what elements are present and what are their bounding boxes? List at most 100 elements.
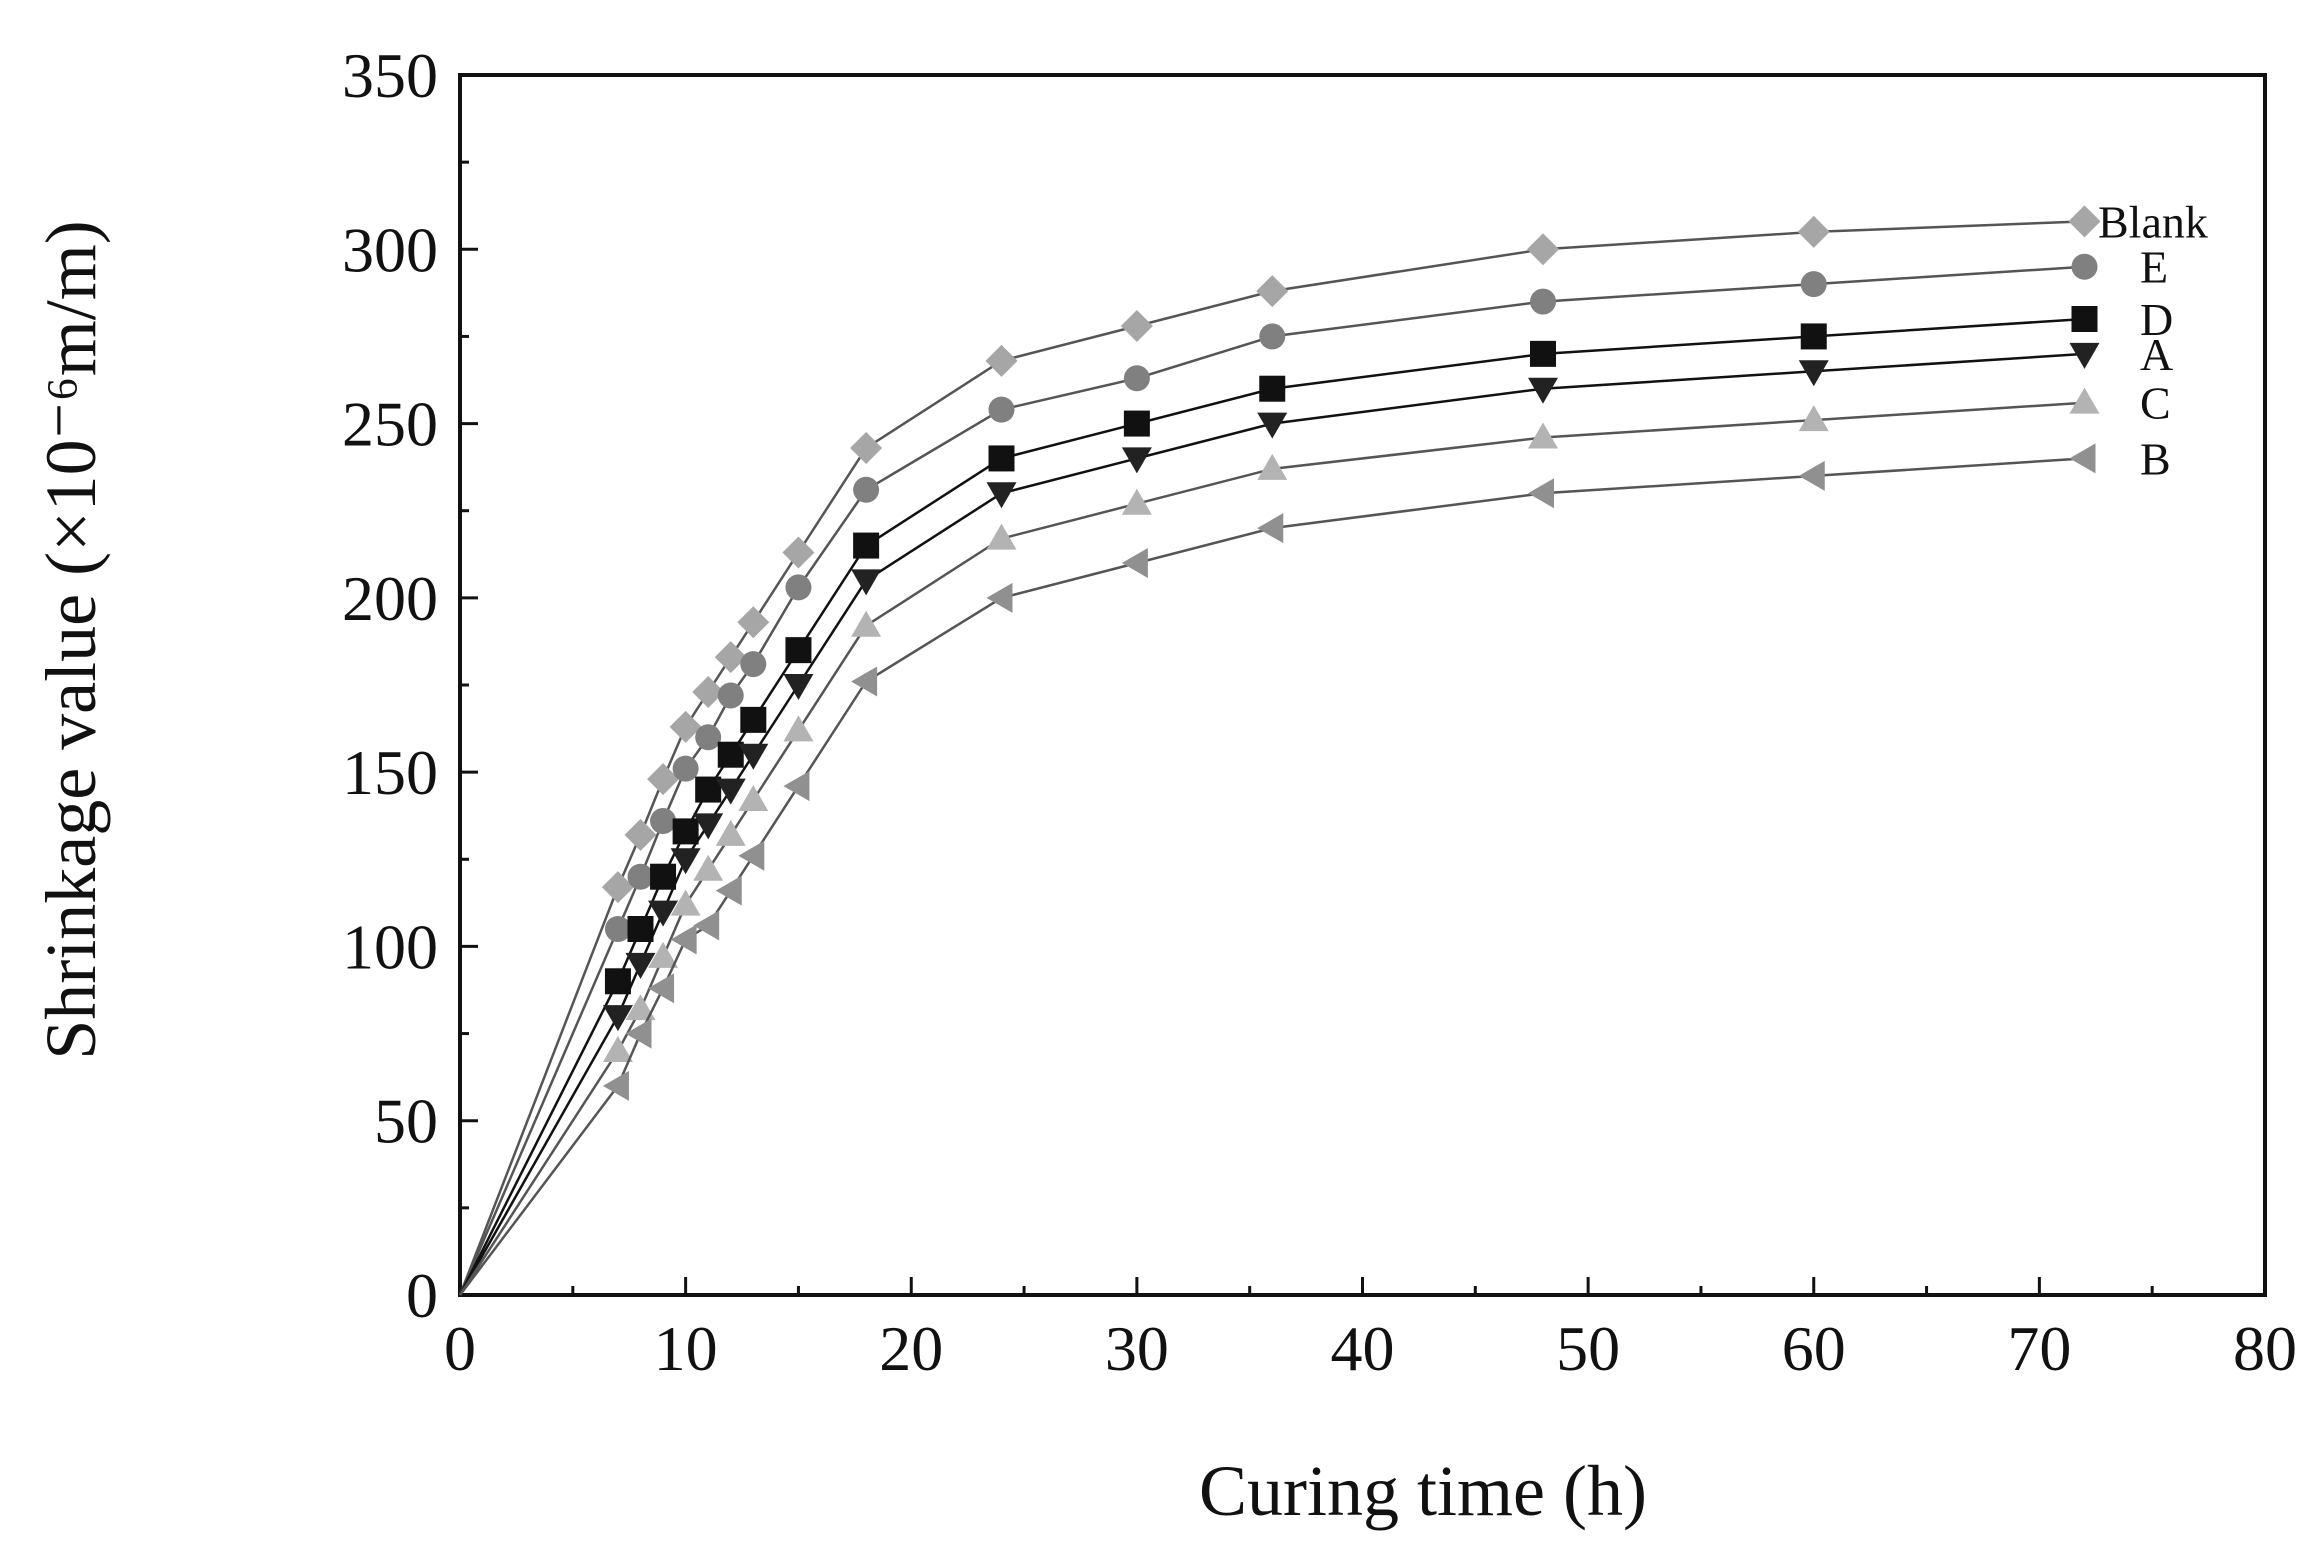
data-point xyxy=(650,807,677,834)
data-point xyxy=(714,641,747,674)
y-tick-label: 350 xyxy=(342,40,438,111)
x-tick-label: 50 xyxy=(1556,1313,1620,1384)
data-point xyxy=(783,715,814,742)
data-point xyxy=(1530,340,1556,367)
data-point xyxy=(625,1018,652,1049)
data-point xyxy=(785,637,812,664)
data-point xyxy=(1121,447,1152,474)
y-tick-label: 150 xyxy=(342,737,438,808)
data-point xyxy=(1798,460,1825,491)
y-tick-label: 0 xyxy=(406,1260,438,1331)
data-point xyxy=(985,344,1018,377)
data-point xyxy=(2069,387,2100,414)
series-d xyxy=(458,306,2098,1296)
x-tick-label: 70 xyxy=(2007,1313,2071,1384)
data-point xyxy=(738,840,765,871)
data-point xyxy=(2069,443,2096,474)
data-point xyxy=(1798,360,1829,387)
data-point xyxy=(627,916,654,942)
data-point xyxy=(1123,365,1150,392)
data-point xyxy=(604,916,631,942)
data-point xyxy=(1257,412,1288,439)
data-point xyxy=(672,755,699,782)
series-b xyxy=(459,443,2096,1296)
data-point xyxy=(738,785,769,812)
y-tick-label: 250 xyxy=(342,389,438,460)
data-point xyxy=(785,574,812,601)
series-a xyxy=(458,342,2100,1296)
series-e xyxy=(458,253,2098,1296)
data-point xyxy=(851,666,878,697)
data-point xyxy=(715,875,742,906)
data-point xyxy=(1256,275,1289,308)
y-tick-label: 100 xyxy=(342,911,438,982)
data-point xyxy=(850,431,883,464)
data-point xyxy=(737,606,770,639)
data-point xyxy=(695,724,722,751)
axis-ticks xyxy=(458,73,2267,1297)
x-tick-label: 20 xyxy=(879,1313,943,1384)
data-point xyxy=(1528,377,1558,404)
data-point xyxy=(627,863,654,890)
data-point xyxy=(738,743,769,770)
data-point xyxy=(986,582,1013,613)
data-point xyxy=(695,776,722,803)
data-point xyxy=(1800,271,1827,298)
data-point xyxy=(740,651,767,678)
data-point xyxy=(740,706,767,733)
series-line xyxy=(458,265,2085,1296)
data-point xyxy=(783,674,814,700)
x-tick-label: 30 xyxy=(1105,1313,1169,1384)
data-point xyxy=(986,482,1017,509)
data-point xyxy=(647,763,680,796)
data-point xyxy=(1527,233,1559,266)
x-tick-label: 80 xyxy=(2233,1313,2297,1384)
data-point xyxy=(601,871,634,904)
data-point xyxy=(1798,405,1829,432)
data-point xyxy=(624,818,657,851)
data-point xyxy=(717,682,744,709)
data-point xyxy=(717,741,744,768)
series-line xyxy=(458,220,2085,1296)
series-layer xyxy=(458,205,2101,1296)
y-axis-title: Shrinkage value (×10⁻⁶m/m) xyxy=(31,220,111,1060)
series-label-a: A xyxy=(2140,329,2173,380)
data-point xyxy=(2069,342,2100,369)
data-point xyxy=(2068,205,2101,238)
data-point xyxy=(670,848,701,875)
data-point xyxy=(670,889,701,916)
series-label-b: B xyxy=(2140,433,2171,484)
data-point xyxy=(602,1005,633,1032)
series-label-e: E xyxy=(2140,242,2168,293)
data-point xyxy=(715,778,746,805)
data-point xyxy=(1259,323,1286,350)
data-point xyxy=(672,818,699,845)
series-label-d: D xyxy=(2140,294,2173,345)
data-point xyxy=(715,819,746,846)
data-point xyxy=(625,952,656,979)
data-point xyxy=(602,1036,633,1062)
data-point xyxy=(1797,215,1830,248)
data-point xyxy=(1121,548,1148,578)
data-point xyxy=(1120,309,1153,342)
data-point xyxy=(783,771,810,802)
series-c xyxy=(458,387,2100,1296)
series-blank xyxy=(458,205,2101,1296)
x-axis-title: Curing time (h) xyxy=(1199,1451,1647,1531)
x-tick-label: 10 xyxy=(654,1313,718,1384)
series-label-c: C xyxy=(2140,378,2171,429)
data-point xyxy=(782,536,815,569)
series-line xyxy=(458,401,2085,1296)
series-label-blank: Blank xyxy=(2098,196,2208,247)
data-point xyxy=(1123,410,1150,437)
data-point xyxy=(669,710,702,743)
data-point xyxy=(670,924,697,955)
data-point xyxy=(1800,323,1827,350)
data-point xyxy=(1530,288,1556,315)
data-point xyxy=(693,813,724,840)
x-tick-label: 60 xyxy=(1782,1313,1846,1384)
data-point xyxy=(602,1070,629,1101)
data-point xyxy=(604,968,631,995)
